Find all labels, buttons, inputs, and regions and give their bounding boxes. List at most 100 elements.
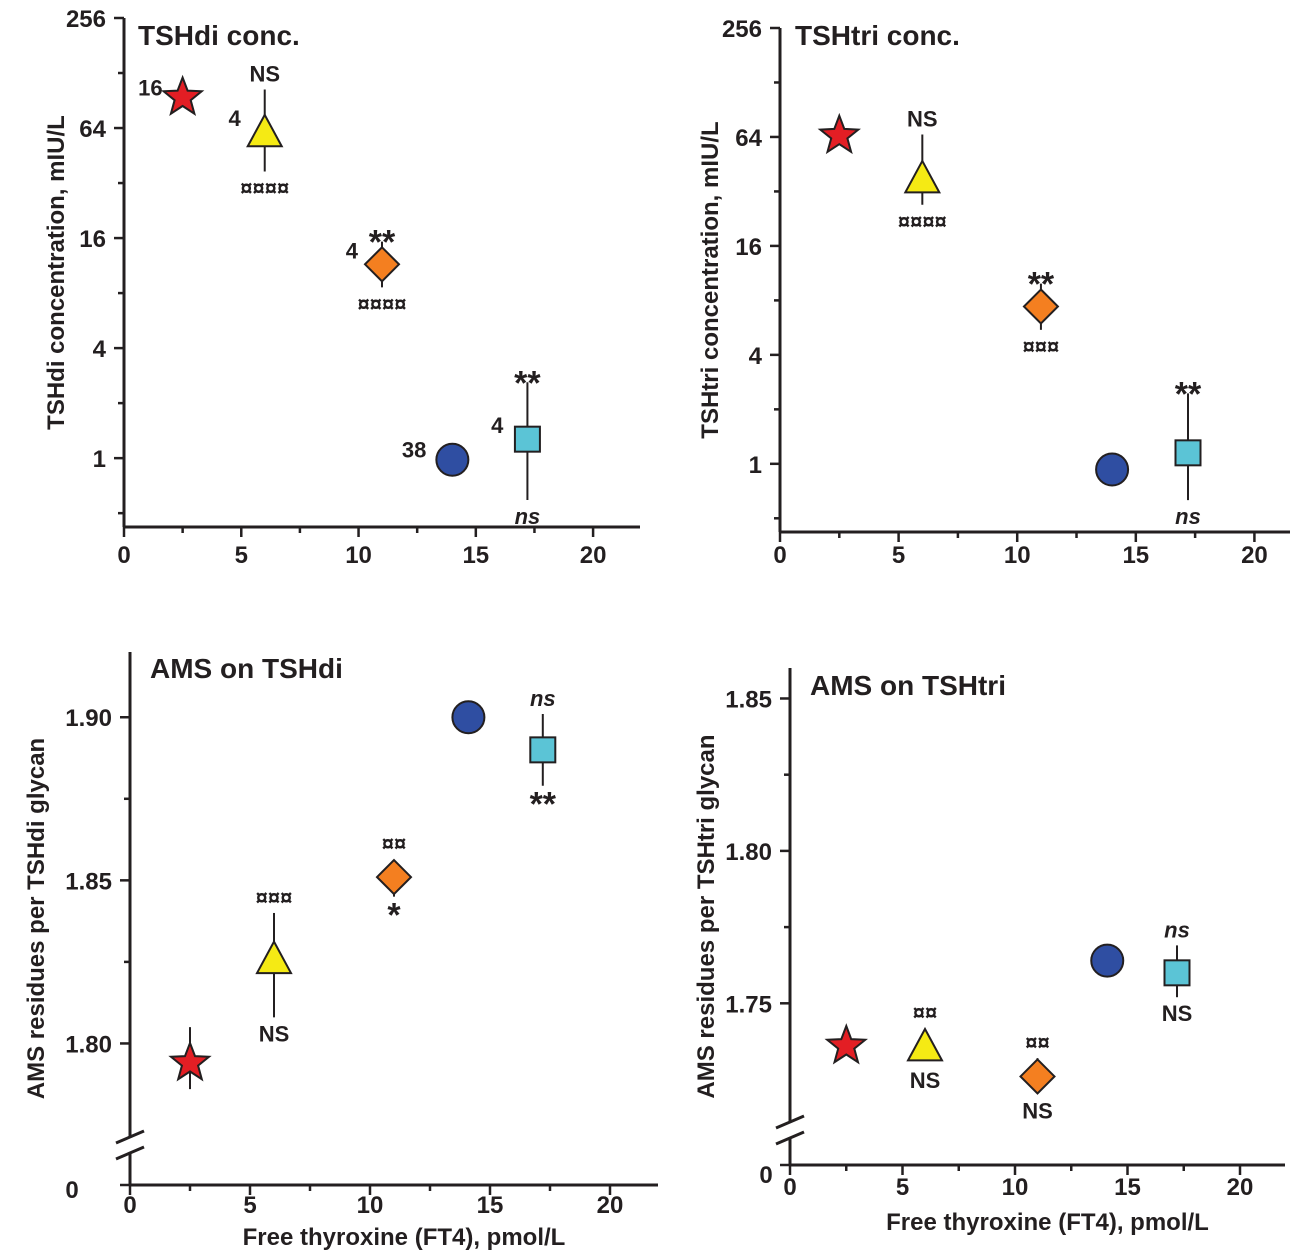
data-point-star [817, 112, 861, 155]
data-point-diamond: ** ¤¤¤ [1022, 266, 1060, 359]
y-tick-label: 1.80 [725, 839, 772, 866]
diamond-marker-2 [1022, 288, 1060, 325]
panel-3: 0 0 5 10 15 20 1.80 1.85 1.90 AMS residues per TS… [23, 652, 658, 1251]
point-annotation: ¤¤¤¤ [898, 209, 947, 234]
point-annotation: ** [1028, 266, 1055, 304]
x-axis-label: Free thyroxine (FT4), pmol/L [886, 1209, 1209, 1236]
y-tick-label-zero: 0 [65, 1177, 78, 1204]
x-tick-label: 20 [1227, 1174, 1254, 1201]
y-tick-label: 64 [79, 116, 106, 143]
point-annotation: ns [1164, 917, 1190, 942]
x-tick-label: 15 [1114, 1174, 1141, 1201]
star-marker-0 [817, 112, 861, 155]
data-point-triangle: ¤¤ NS [906, 1000, 944, 1093]
square-marker-4 [513, 425, 541, 453]
x-tick-label: 0 [123, 1192, 136, 1219]
y-tick-label: 1 [749, 452, 762, 479]
x-tick-label: 10 [345, 542, 372, 569]
y-tick-label: 256 [722, 16, 762, 43]
point-annotation: NS [1162, 1001, 1193, 1026]
point-annotation: NS [910, 1068, 941, 1093]
axis-break-mark [775, 1130, 805, 1146]
data-point-triangle: 4 NS ¤¤¤¤ [228, 61, 289, 200]
y-axis-label: AMS residues per TSHtri glycan [693, 734, 720, 1098]
point-annotation: ** [1175, 375, 1202, 413]
y-tick-label: 1 [93, 446, 106, 473]
panel-1: 0 5 10 15 20 1 4 16 64 256 TSHdi concentration, mI… [43, 6, 640, 569]
data-point-square: ns ** [529, 686, 557, 824]
point-annotation: 16 [138, 76, 162, 101]
data-point-triangle: ¤¤¤ NS [255, 885, 293, 1046]
circle-marker-3 [1095, 452, 1130, 487]
x-tick-label: 15 [477, 1192, 504, 1219]
y-tick-label: 1.85 [65, 868, 112, 895]
star-marker-0 [168, 1040, 212, 1082]
data-point-diamond: ¤¤ NS [1019, 1030, 1056, 1123]
axis-break-mark [115, 1129, 145, 1145]
x-tick-label: 10 [1004, 542, 1031, 569]
x-tick-label: 5 [896, 1174, 909, 1201]
point-annotation: ** [369, 224, 396, 262]
point-annotation: ¤¤¤ [256, 885, 293, 910]
x-tick-label: 5 [235, 542, 248, 569]
data-point-star [824, 1023, 868, 1065]
point-annotation: ns [530, 686, 556, 711]
circle-marker-3 [451, 700, 486, 735]
data-point-square: ns NS [1162, 917, 1193, 1026]
point-annotation: ns [515, 504, 541, 529]
x-axis-label: Free thyroxine (FT4), pmol/L [243, 1224, 566, 1251]
diamond-marker-2 [375, 858, 413, 896]
point-annotation: ¤¤ [382, 831, 406, 856]
data-point-square: 4 ** ns [491, 364, 541, 529]
square-marker-4 [1163, 959, 1191, 987]
x-tick-label: 15 [462, 542, 489, 569]
triangle-marker-1 [903, 158, 942, 194]
x-tick-label: 0 [783, 1174, 796, 1201]
diamond-marker-2 [363, 245, 401, 283]
triangle-marker-1 [255, 939, 293, 975]
data-point-diamond: 4 ** ¤¤¤¤ [346, 224, 407, 317]
x-tick-label: 10 [1002, 1174, 1029, 1201]
square-marker-4 [529, 736, 557, 764]
data-point-circle [1090, 943, 1125, 978]
axis-break-mark [115, 1145, 145, 1161]
data-point-triangle: NS ¤¤¤¤ [898, 107, 947, 234]
point-annotation: ¤¤ [1025, 1030, 1049, 1055]
data-point-star: 16 [138, 74, 205, 116]
x-tick-label: 15 [1122, 542, 1149, 569]
point-annotation: NS [907, 107, 938, 132]
data-point-star [168, 1027, 212, 1090]
x-tick-label: 0 [117, 542, 130, 569]
x-tick-label: 20 [597, 1192, 624, 1219]
data-point-circle [451, 700, 486, 735]
point-annotation: NS [249, 61, 280, 86]
x-tick-label: 10 [357, 1192, 384, 1219]
point-annotation: NS [259, 1021, 290, 1046]
point-annotation: NS [1022, 1098, 1053, 1123]
panel-title: TSHdi conc. [138, 20, 300, 51]
data-point-square: ** ns [1174, 375, 1202, 529]
data-point-circle: 38 [402, 438, 470, 477]
point-annotation: 4 [491, 413, 504, 438]
y-axis-label: AMS residues per TSHdi glycan [23, 738, 50, 1099]
point-annotation: * [387, 897, 401, 935]
point-annotation: 4 [228, 106, 241, 131]
data-point-circle [1095, 452, 1130, 487]
y-tick-label: 64 [735, 125, 762, 152]
x-tick-label: 0 [773, 542, 786, 569]
y-tick-label: 16 [735, 234, 762, 261]
y-tick-label: 1.80 [65, 1031, 112, 1058]
y-axis-label: TSHtri concentration, mIU/L [697, 121, 724, 438]
y-tick-label: 4 [749, 343, 763, 370]
y-axis-label: TSHdi concentration, mIU/L [43, 115, 70, 430]
point-annotation: 38 [402, 438, 426, 463]
point-annotation: ¤¤¤¤ [240, 176, 289, 201]
circle-marker-3 [435, 442, 470, 477]
data-point-diamond: ¤¤ * [375, 831, 413, 935]
y-tick-label: 1.90 [65, 705, 112, 732]
circle-marker-3 [1090, 943, 1125, 978]
panel-title: TSHtri conc. [795, 20, 960, 51]
triangle-marker-1 [246, 112, 284, 148]
